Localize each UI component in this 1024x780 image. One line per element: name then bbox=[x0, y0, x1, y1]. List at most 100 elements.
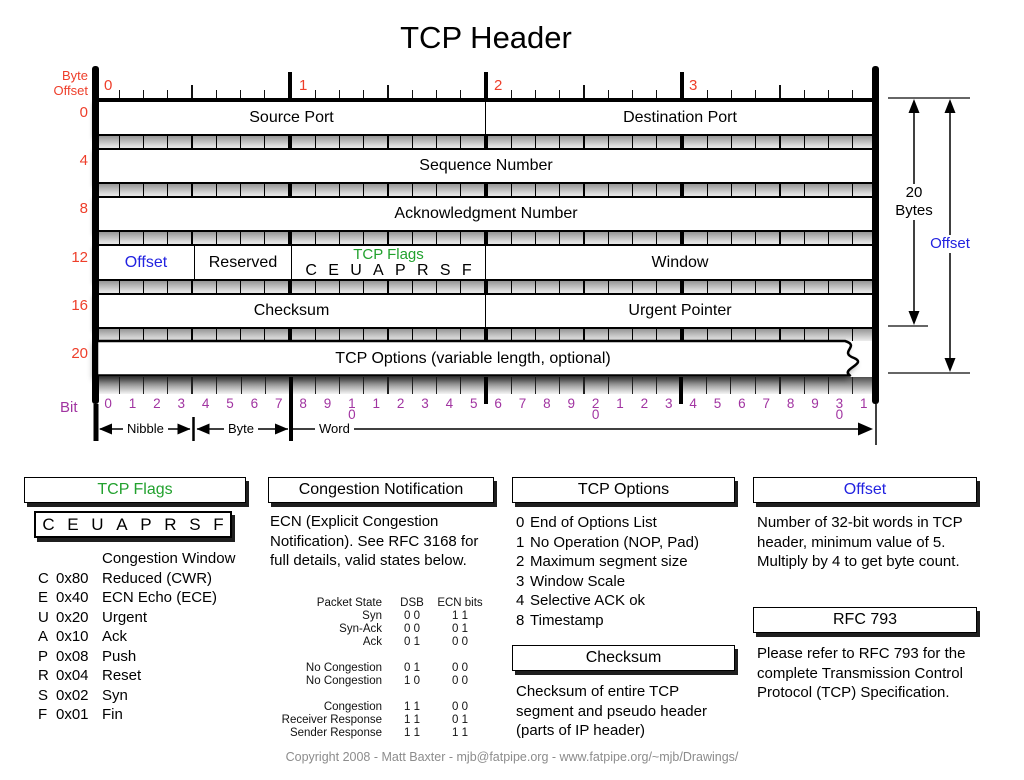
twenty-bytes-label: 20 Bytes bbox=[886, 184, 942, 220]
ecn-table-row: Receiver Response 1 1 0 1 bbox=[281, 714, 468, 726]
tcp-option-item: 0 End of Options List bbox=[516, 514, 657, 531]
bit-number: 2 0 bbox=[591, 396, 600, 422]
field-sequence-number: Sequence Number bbox=[419, 157, 553, 174]
bit-number: 9 bbox=[567, 396, 576, 411]
ecn-table-row bbox=[272, 649, 488, 662]
bit-number: 4 bbox=[445, 396, 454, 411]
tcp-flag-letters: C E U A P R S F bbox=[300, 261, 478, 279]
top-byte-number: 2 bbox=[494, 77, 503, 94]
bit-number: 8 bbox=[299, 396, 307, 411]
row-offset-20: 20 bbox=[71, 345, 88, 362]
top-byte-number: 0 bbox=[104, 77, 113, 94]
flag-letter: E bbox=[67, 514, 79, 534]
top-ruler-baseline bbox=[96, 98, 876, 100]
bit-number: 3 bbox=[177, 396, 186, 411]
tick-band bbox=[96, 281, 876, 293]
field-acknowledgment-number: Acknowledgment Number bbox=[394, 205, 578, 222]
flag-letter: S bbox=[189, 514, 201, 534]
ecn-table-row: Sender Response 1 1 1 1 bbox=[289, 727, 468, 739]
flag-letter: P bbox=[140, 514, 152, 534]
field-checksum: Checksum bbox=[98, 295, 486, 327]
row-offset-flags-window: Offset Reserved TCP Flags C E U A P R S … bbox=[96, 244, 876, 281]
bit-number: 3 0 bbox=[835, 396, 844, 422]
arrowhead-down-icon bbox=[944, 358, 956, 372]
flag-letter: A bbox=[116, 514, 128, 534]
byte-tick bbox=[289, 377, 293, 404]
flag-letter: R bbox=[416, 261, 429, 279]
tick-band bbox=[96, 184, 876, 196]
bit-number: 0 bbox=[104, 396, 112, 411]
field-source-port: Source Port bbox=[98, 102, 486, 134]
flag-letter: U bbox=[91, 514, 104, 534]
bit-number: 1 bbox=[860, 396, 868, 411]
flag-legend-row: U 0x20 Urgent bbox=[38, 608, 148, 626]
ecn-table-row bbox=[272, 688, 488, 701]
bit-number: 1 0 bbox=[348, 396, 356, 422]
arrowhead-up-icon bbox=[908, 99, 920, 113]
tcp-flags-title: TCP Flags bbox=[353, 245, 424, 263]
bit-number: 1 bbox=[372, 396, 381, 411]
flag-letter: P bbox=[395, 261, 406, 279]
left-edge-bar bbox=[92, 66, 99, 404]
field-window: Window bbox=[651, 253, 709, 271]
arrowhead-right-icon bbox=[177, 423, 191, 435]
bit-number: 4 bbox=[201, 396, 210, 411]
byte-label: Byte bbox=[224, 421, 259, 436]
bit-number: 8 bbox=[543, 396, 551, 411]
row-offset-16: 16 bbox=[71, 297, 88, 314]
nibble-label: Nibble bbox=[123, 421, 168, 436]
flag-letter: C bbox=[42, 514, 55, 534]
field-tcp-flags: TCP Flags C E U A P R S F bbox=[292, 246, 486, 279]
congestion-body: ECN (Explicit Congestion Notification). … bbox=[270, 513, 479, 569]
panel-offset-title: Offset bbox=[753, 477, 977, 503]
bit-number: 5 bbox=[226, 396, 234, 411]
bit-number: 7 bbox=[275, 396, 283, 411]
field-tcp-options: TCP Options (variable length, optional) bbox=[335, 349, 611, 367]
ecn-table-rows: Syn 0 0 1 1 Syn-Ack 0 0 0 1 Ack 0 1 0 0 … bbox=[272, 610, 488, 740]
flag-legend-row: E 0x40 ECN Echo (ECE) bbox=[38, 589, 218, 606]
flag-legend-row: P 0x08 Push bbox=[38, 647, 137, 665]
bit-number: 7 bbox=[762, 396, 771, 411]
arrowhead-right-icon bbox=[858, 422, 873, 436]
flag-letter: R bbox=[164, 514, 177, 534]
flag-letter: F bbox=[461, 261, 472, 279]
arrowhead-right-icon bbox=[275, 423, 288, 435]
flag-legend-row: S 0x02 Syn bbox=[38, 686, 128, 704]
tick-band bbox=[96, 136, 876, 148]
ecn-table-row: Congestion 1 1 0 0 bbox=[323, 701, 468, 713]
flag-letter: A bbox=[373, 261, 384, 279]
tcp-option-item: 2 Maximum segment size bbox=[516, 553, 688, 570]
checksum-body: Checksum of entire TCP segment and pseud… bbox=[516, 683, 707, 739]
tick-band bbox=[96, 232, 876, 244]
panel-rfc-title: RFC 793 bbox=[753, 607, 977, 633]
row-offset-12: 12 bbox=[71, 249, 88, 266]
tcp-flags-letter-box: C E U A P R S F bbox=[34, 511, 232, 538]
byte-offset-label: Byte Offset bbox=[53, 68, 88, 98]
bit-number: 7 bbox=[518, 396, 527, 411]
row-source-dest: Source Port Destination Port bbox=[96, 100, 876, 136]
page-title: TCP Header bbox=[400, 20, 572, 55]
flag-legend-row: Congestion Window bbox=[102, 550, 236, 567]
bit-number: 6 bbox=[250, 396, 259, 411]
flag-legend-row: R 0x04 Reset bbox=[38, 667, 142, 684]
bit-numbers: 0 1 2 3 4 5 6 7 8 9 1 0 1 2 3 4 5 6 7 8 … bbox=[96, 396, 876, 424]
field-data-offset: Offset bbox=[98, 246, 195, 279]
word-label: Word bbox=[315, 421, 354, 436]
rfc-body: Please refer to RFC 793 for the complete… bbox=[757, 645, 966, 701]
row-acknowledgment: Acknowledgment Number bbox=[96, 196, 876, 232]
ecn-col-state: Packet State bbox=[316, 597, 382, 609]
arrowhead-left-icon bbox=[99, 423, 112, 435]
ecn-table-row: Syn 0 0 1 1 bbox=[362, 610, 468, 622]
bit-number: 2 bbox=[153, 396, 161, 411]
ecn-col-ecn: ECN bits bbox=[437, 597, 483, 609]
row-offset-8: 8 bbox=[79, 200, 88, 217]
bit-number: 1 bbox=[616, 396, 624, 411]
tcp-flags-legend: Congestion Window C 0x80 Reduced (CWR) E… bbox=[38, 549, 246, 725]
bit-number: 3 bbox=[665, 396, 673, 411]
tcp-option-item: 4 Selective ACK ok bbox=[516, 592, 646, 609]
flag-letter: E bbox=[328, 261, 339, 279]
flag-letter: S bbox=[439, 261, 451, 279]
bit-number: 6 bbox=[738, 396, 746, 411]
ecn-col-dsb: DSB bbox=[400, 597, 424, 609]
